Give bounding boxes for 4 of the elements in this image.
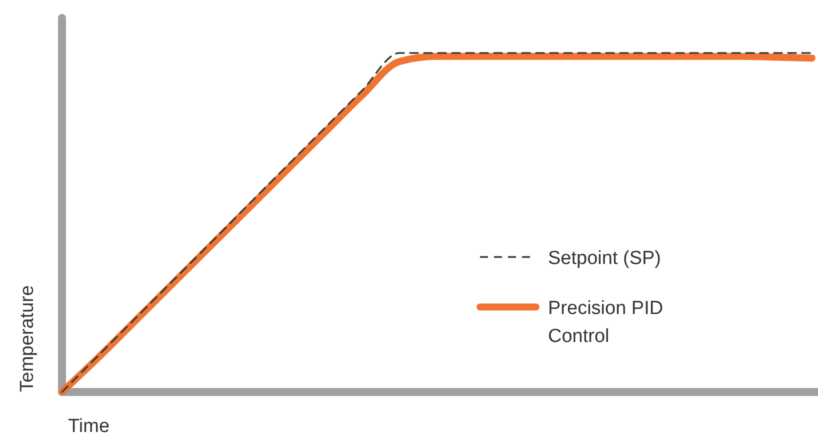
legend-label: Setpoint (SP) <box>548 248 661 269</box>
legend-label: Precision PID Control <box>548 298 664 347</box>
y-axis-title: Temperature <box>17 285 38 392</box>
x-axis-title: Time <box>68 416 110 434</box>
